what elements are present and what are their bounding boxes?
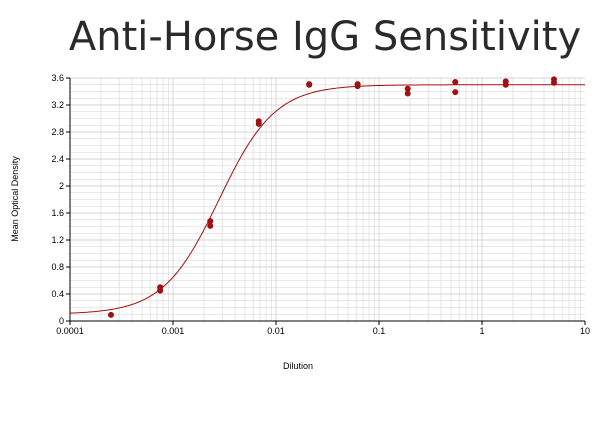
y-axis-label: Mean Optical Density [10,156,20,242]
x-tick-label: 0.01 [267,326,285,336]
data-point [404,90,411,97]
data-point [306,81,313,88]
y-tick-label: 2.4 [51,154,64,164]
data-point [354,81,361,88]
x-tick-label: 0.001 [162,326,185,336]
data-point [207,222,214,229]
grid [69,77,585,322]
data-point [502,78,509,85]
data-point [207,218,214,225]
y-tick-label: 2 [59,181,64,191]
x-axis-label: Dilution [283,361,313,371]
y-tick-label: 3.6 [51,73,64,83]
chart-title: Anti-Horse IgG Sensitivity [68,14,582,60]
y-tick-label: 1.6 [51,208,64,218]
x-tick-label: 10 [580,326,590,336]
ticks: 0.0001 0.001 0.01 0.1 1 10 0 0.4 0.8 1.2 1.6 2 2.4 2.… [51,73,590,336]
data-point [452,89,459,96]
fit-curve [69,84,585,314]
data-points [107,76,557,318]
axes [69,78,585,322]
data-point [107,311,114,318]
y-tick-label: 0 [59,316,64,326]
x-tick-label: 1 [479,326,484,336]
y-tick-label: 0.4 [51,289,64,299]
data-point [404,85,411,92]
y-tick-label: 2.8 [51,127,64,137]
y-tick-label: 3.2 [51,100,64,110]
x-tick-label: 0.0001 [56,326,84,336]
data-point [452,79,459,86]
data-point [550,76,557,83]
y-tick-label: 0.8 [51,262,64,272]
x-tick-label: 0.1 [373,326,386,336]
y-tick-label: 1.2 [51,235,64,245]
data-point [255,118,262,125]
data-point [157,284,164,291]
